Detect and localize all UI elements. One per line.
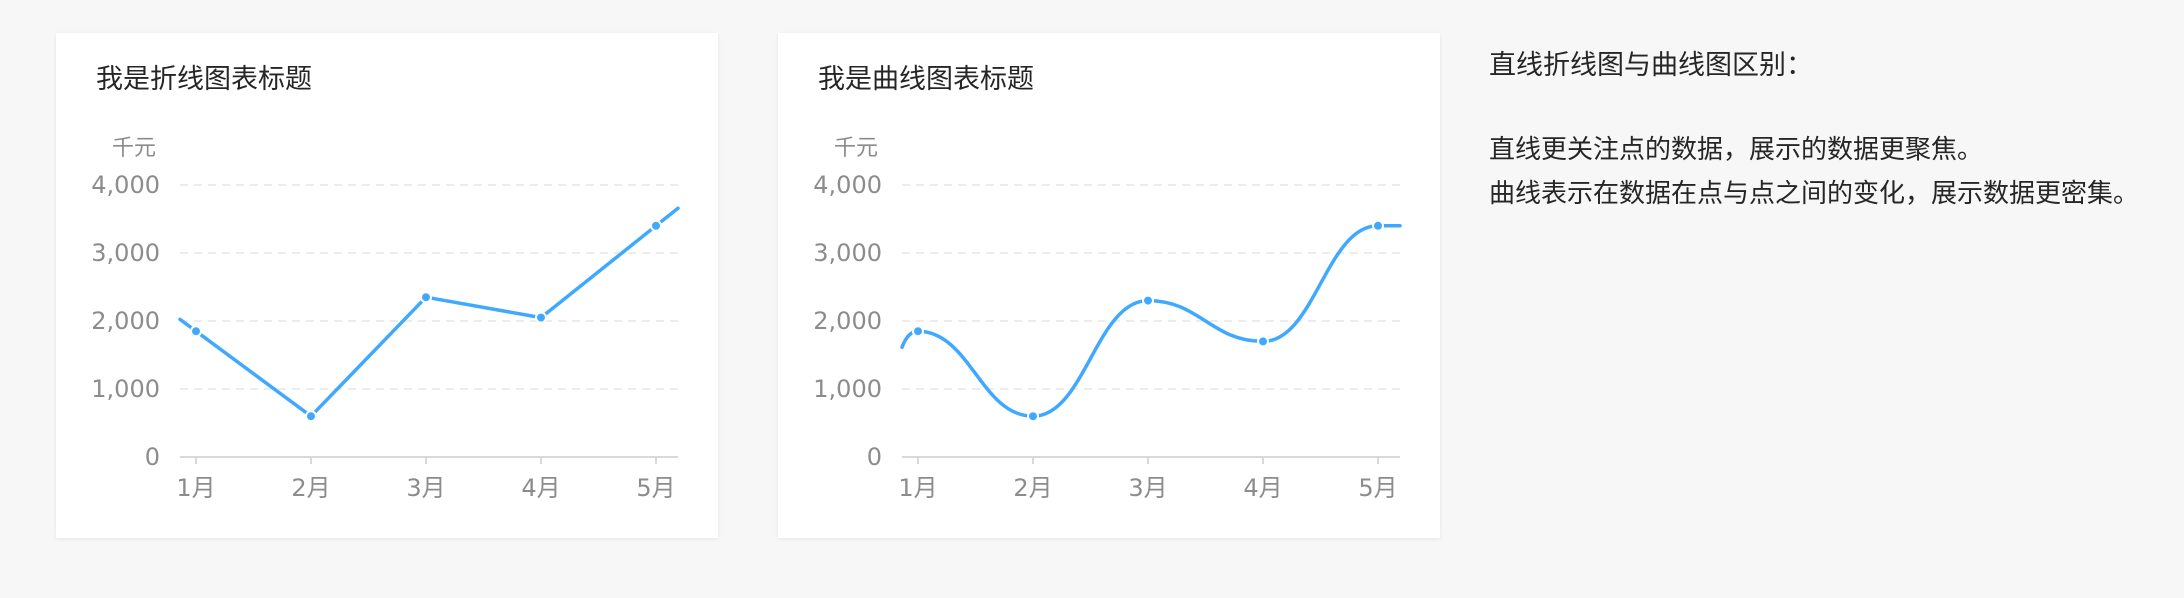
comparison-note: 直线折线图与曲线图区别： 直线更关注点的数据，展示的数据更聚焦。 曲线表示在数据… bbox=[1489, 44, 2139, 216]
x-tick-label: 4月 bbox=[1243, 474, 1282, 502]
data-point bbox=[650, 219, 662, 232]
series-line bbox=[178, 206, 680, 418]
data-point bbox=[1372, 219, 1384, 232]
x-tick-label: 4月 bbox=[521, 474, 560, 502]
series-line bbox=[900, 224, 1402, 418]
y-tick-label: 0 bbox=[145, 443, 160, 471]
y-tick-label: 0 bbox=[867, 443, 882, 471]
data-point bbox=[305, 410, 317, 423]
y-tick-label: 1,000 bbox=[813, 375, 882, 403]
y-tick-label: 4,000 bbox=[91, 171, 160, 199]
data-point bbox=[1142, 294, 1154, 307]
line-chart: 千元 0 1,000 2,000 3,000 4,000 1月 2月 3月 4月 5月 bbox=[91, 136, 680, 502]
y-tick-label: 4,000 bbox=[813, 171, 882, 199]
y-tick-label: 2,000 bbox=[91, 307, 160, 335]
x-tick-label: 1月 bbox=[176, 474, 215, 502]
chart-title: 我是折线图表标题 bbox=[96, 64, 312, 95]
curve-chart: 千元 0 1,000 2,000 3,000 4,000 1月 2月 3月 4月 5月 bbox=[813, 136, 1402, 502]
y-tick-label: 1,000 bbox=[91, 375, 160, 403]
line-chart-card: 我是折线图表标题 千元 0 1,000 2,000 3,000 4,000 1月 2月 3月 4月… bbox=[56, 33, 718, 538]
curve-chart-card: 我是曲线图表标题 千元 0 1,000 2,000 3,000 4,000 1月 2月 3月 4月… bbox=[778, 33, 1440, 538]
y-tick-label: 3,000 bbox=[91, 239, 160, 267]
x-tick-label: 5月 bbox=[1358, 474, 1397, 502]
x-tick-label: 2月 bbox=[291, 474, 330, 502]
note-title: 直线折线图与曲线图区别： bbox=[1489, 50, 1813, 81]
x-tick-label: 3月 bbox=[406, 474, 445, 502]
note-paragraph: 直线更关注点的数据，展示的数据更聚焦。 bbox=[1489, 135, 1984, 165]
data-point bbox=[420, 291, 432, 304]
y-axis-unit: 千元 bbox=[834, 136, 878, 161]
y-tick-label: 2,000 bbox=[813, 307, 882, 335]
x-tick-label: 5月 bbox=[636, 474, 675, 502]
y-axis-unit: 千元 bbox=[112, 136, 156, 161]
data-point bbox=[1027, 410, 1039, 423]
x-tick-label: 1月 bbox=[898, 474, 937, 502]
data-point bbox=[190, 325, 202, 338]
y-tick-label: 3,000 bbox=[813, 239, 882, 267]
chart-title: 我是曲线图表标题 bbox=[818, 64, 1034, 95]
data-point bbox=[1257, 335, 1269, 348]
note-paragraph: 曲线表示在数据在点与点之间的变化，展示数据更密集。 bbox=[1489, 179, 2140, 209]
x-tick-label: 2月 bbox=[1013, 474, 1052, 502]
data-point bbox=[912, 325, 924, 338]
x-tick-label: 3月 bbox=[1128, 474, 1167, 502]
data-point bbox=[535, 311, 547, 324]
